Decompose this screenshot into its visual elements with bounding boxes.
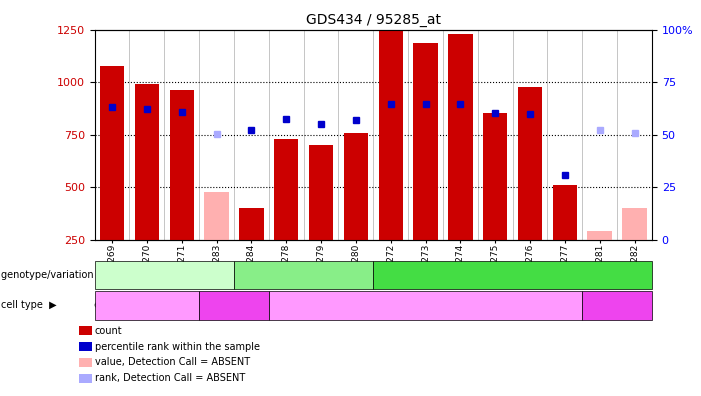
Text: rank, Detection Call = ABSENT: rank, Detection Call = ABSENT <box>95 373 245 383</box>
Text: embryonic stem cell: embryonic stem cell <box>372 300 479 310</box>
Bar <box>622 208 647 240</box>
Title: GDS434 / 95285_at: GDS434 / 95285_at <box>306 13 441 27</box>
Bar <box>309 145 333 240</box>
Bar <box>239 208 264 240</box>
Bar <box>448 34 472 240</box>
Text: value, Detection Call = ABSENT: value, Detection Call = ABSENT <box>95 357 250 367</box>
Bar <box>483 112 508 240</box>
Text: Abca1 +/-: Abca1 +/- <box>139 270 190 280</box>
Text: Cdk4 +/-: Cdk4 +/- <box>280 270 327 280</box>
Bar <box>274 139 299 240</box>
Bar <box>414 43 437 240</box>
Text: embryonic stem cell: embryonic stem cell <box>94 300 200 310</box>
Text: cell type  ▶: cell type ▶ <box>1 300 57 310</box>
Bar <box>587 231 612 240</box>
Bar <box>518 88 542 240</box>
Text: liver: liver <box>222 300 245 310</box>
Text: control: control <box>494 270 531 280</box>
Bar <box>205 192 229 240</box>
Bar <box>135 84 159 240</box>
Bar <box>170 89 194 240</box>
Text: percentile rank within the sample: percentile rank within the sample <box>95 341 259 352</box>
Bar <box>379 31 403 240</box>
Text: count: count <box>95 326 122 336</box>
Bar <box>343 133 368 240</box>
Bar <box>552 185 577 240</box>
Text: liver: liver <box>606 300 629 310</box>
Text: genotype/variation  ▶: genotype/variation ▶ <box>1 270 108 280</box>
Bar <box>100 67 124 240</box>
